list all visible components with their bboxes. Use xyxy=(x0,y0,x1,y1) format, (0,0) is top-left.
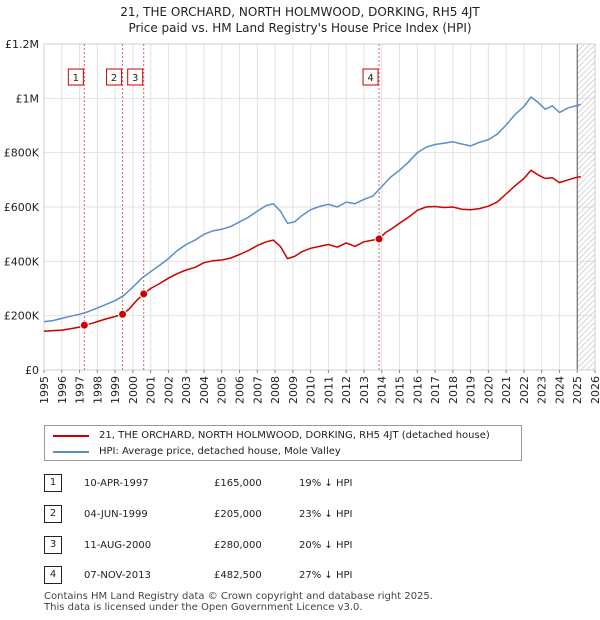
x-tick-label: 2014 xyxy=(376,376,389,404)
footer-licence: This data is licensed under the Open Gov… xyxy=(44,602,363,613)
sale-row: 1 10-APR-1997 £165,000 19% ↓ HPI xyxy=(44,474,464,492)
legend-swatch-property xyxy=(53,435,89,437)
sale-date: 11-AUG-2000 xyxy=(84,540,152,551)
sale-label-number: 3 xyxy=(132,73,138,84)
x-tick-label: 2021 xyxy=(500,376,513,404)
sale-label-number: 4 xyxy=(367,73,373,84)
sale-number-badge: 2 xyxy=(44,505,62,523)
sale-date: 10-APR-1997 xyxy=(84,478,149,489)
sale-point xyxy=(139,289,149,299)
x-tick-label: 2018 xyxy=(447,376,460,404)
sale-date: 07-NOV-2013 xyxy=(84,570,151,581)
sale-price: £205,000 xyxy=(214,509,262,520)
sale-number-badge: 4 xyxy=(44,566,62,584)
sale-hpi-diff: 23% ↓ HPI xyxy=(299,509,353,520)
sale-label-box xyxy=(67,68,84,86)
footer-copyright: Contains HM Land Registry data © Crown c… xyxy=(44,591,433,602)
sale-label-box xyxy=(127,68,144,86)
legend: 21, THE ORCHARD, NORTH HOLMWOOD, DORKING… xyxy=(44,425,522,461)
x-tick-label: 2005 xyxy=(216,376,229,404)
x-tick-label: 2016 xyxy=(411,376,424,404)
x-tick-label: 2019 xyxy=(465,376,478,404)
sale-date: 04-JUN-1999 xyxy=(84,509,148,520)
sale-hpi-diff: 27% ↓ HPI xyxy=(299,570,353,581)
x-tick-label: 2006 xyxy=(234,376,247,404)
x-tick-label: 2009 xyxy=(287,376,300,404)
x-tick-label: 2015 xyxy=(393,376,406,404)
price-chart: £0 £200K £400K £600K £800K £1M £1.2M 1995 1996 19… xyxy=(4,38,600,404)
footer: Contains HM Land Registry data © Crown c… xyxy=(44,591,433,613)
x-tick-label: 2020 xyxy=(482,376,495,404)
chart-title-line1: 21, THE ORCHARD, NORTH HOLMWOOD, DORKING… xyxy=(120,5,480,19)
x-tick-label: 2022 xyxy=(518,376,531,404)
x-tick-label: 2004 xyxy=(198,376,211,404)
sale-hpi-diff: 19% ↓ HPI xyxy=(299,478,353,489)
forecast-hatch-region xyxy=(577,44,595,370)
sale-price: £165,000 xyxy=(214,478,262,489)
y-tick-label: £200K xyxy=(4,310,40,323)
y-tick-label: £400K xyxy=(4,255,40,268)
hpi-line xyxy=(43,96,582,323)
sale-price: £482,500 xyxy=(214,570,262,581)
y-tick-label: £1M xyxy=(16,92,40,105)
x-tick-label: 2003 xyxy=(180,376,193,404)
legend-label-hpi: HPI: Average price, detached house, Mole… xyxy=(99,446,341,457)
x-tick-label: 2013 xyxy=(358,376,371,404)
sale-row: 4 07-NOV-2013 £482,500 27% ↓ HPI xyxy=(44,566,464,584)
sale-row: 2 04-JUN-1999 £205,000 23% ↓ HPI xyxy=(44,505,464,523)
sale-label-box xyxy=(362,68,379,86)
x-tick-label: 1998 xyxy=(91,376,104,404)
sale-row: 3 11-AUG-2000 £280,000 20% ↓ HPI xyxy=(44,536,464,554)
x-tick-label: 2011 xyxy=(322,376,335,404)
sale-number-badge: 3 xyxy=(44,536,62,554)
sale-number-badge: 1 xyxy=(44,474,62,492)
x-tick-label: 1999 xyxy=(109,376,122,404)
x-tick-label: 2010 xyxy=(305,376,318,404)
sale-price: £280,000 xyxy=(214,540,262,551)
x-tick-label: 2001 xyxy=(145,376,158,404)
x-tick-label: 2002 xyxy=(162,376,175,404)
property-price-line xyxy=(43,169,581,332)
x-tick-label: 1996 xyxy=(56,376,69,404)
x-tick-label: 1995 xyxy=(38,376,51,404)
chart-title-line2: Price paid vs. HM Land Registry's House … xyxy=(128,21,472,35)
x-tick-label: 2012 xyxy=(340,376,353,404)
y-tick-label: £800K xyxy=(4,147,40,160)
y-tick-label: £600K xyxy=(4,201,40,214)
legend-label-property: 21, THE ORCHARD, NORTH HOLMWOOD, DORKING… xyxy=(99,430,490,441)
x-tick-label: 1997 xyxy=(74,376,87,404)
plot-frame xyxy=(43,43,596,371)
x-tick-label: 2025 xyxy=(571,376,584,404)
x-tick-label: 2024 xyxy=(553,376,566,404)
y-tick-label: £0 xyxy=(25,364,39,377)
sale-point xyxy=(79,320,89,330)
sale-label-box xyxy=(106,68,123,86)
legend-swatch-hpi xyxy=(53,451,89,453)
x-tick-label: 2007 xyxy=(251,376,264,404)
chart-title: 21, THE ORCHARD, NORTH HOLMWOOD, DORKING… xyxy=(0,4,600,36)
sale-label-number: 2 xyxy=(111,73,117,84)
x-tick-label: 2017 xyxy=(429,376,442,404)
x-tick-label: 2000 xyxy=(127,376,140,404)
y-tick-label: £1.2M xyxy=(5,38,39,51)
x-tick-label: 2008 xyxy=(269,376,282,404)
sale-hpi-diff: 20% ↓ HPI xyxy=(299,540,353,551)
sale-label-number: 1 xyxy=(73,73,79,84)
x-tick-label: 2023 xyxy=(536,376,549,404)
sale-point xyxy=(118,309,128,319)
x-tick-label: 2026 xyxy=(589,376,600,404)
sale-point xyxy=(374,234,384,244)
